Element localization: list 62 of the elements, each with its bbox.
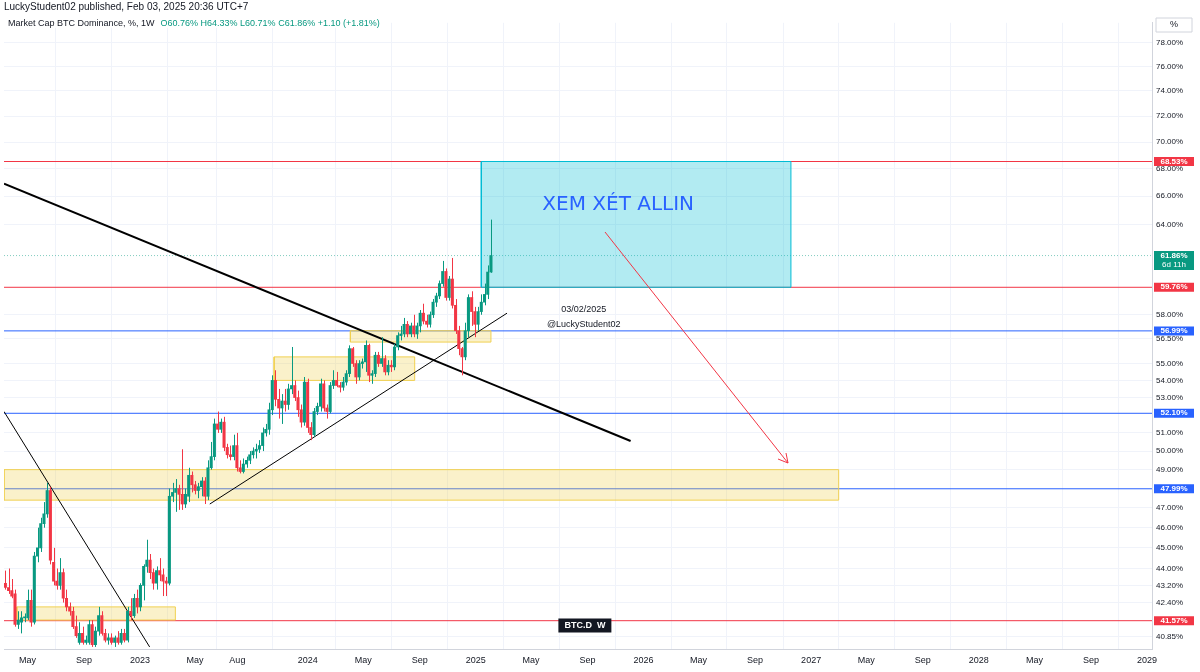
y-tick-label: 54.00% (1156, 375, 1184, 385)
x-tick-label: Sep (75, 655, 92, 666)
annotation: 03/02/2025 (561, 304, 607, 315)
y-tick-label: 40.85% (1156, 631, 1184, 641)
x-tick-label: Sep (579, 655, 596, 666)
ref-line-label: 68.53% (1160, 156, 1188, 166)
y-tick-label: 49.00% (1156, 464, 1184, 474)
ref-line-label: 59.76% (1160, 282, 1188, 292)
text: LuckyStudent02 published, Feb 03, 2025 20:36 UTC+7 (3, 0, 250, 14)
x-tick-label: 2024 (297, 655, 318, 666)
x-tick-label: May (857, 655, 876, 666)
chart-title: Market Cap BTC Dominance, %, 1W (8, 18, 155, 28)
x-tick-label: May (690, 655, 708, 666)
x-tick-label: 2029 (1136, 655, 1157, 666)
y-tick-label: 55.00% (1156, 358, 1184, 368)
y-tick-label: 64.00% (1156, 219, 1184, 229)
candlestick (132, 593, 136, 619)
candlestick (87, 619, 91, 646)
y-tick-label: 43.20% (1156, 580, 1184, 590)
y-tick-label: 45.00% (1156, 543, 1184, 553)
x-tick-label: Sep (914, 655, 931, 666)
ref-line-label: 61.86% (1160, 250, 1188, 260)
y-tick-label: 46.00% (1156, 522, 1184, 532)
y-tick-label: 68.00% (1156, 163, 1184, 173)
text: 6d 11h (1162, 260, 1186, 270)
y-tick-label: 56.50% (1156, 334, 1184, 344)
x-tick-label: 2028 (968, 655, 989, 666)
x-tick-label: May (18, 655, 37, 666)
x-tick-label: Sep (411, 655, 428, 666)
y-tick-label: 74.00% (1156, 86, 1184, 96)
x-tick-label: May (1025, 655, 1044, 666)
x-tick-label: Aug (229, 655, 246, 666)
x-tick-label: 2023 (129, 655, 150, 666)
ref-line-label: 47.99% (1160, 483, 1188, 493)
y-tick-label: 42.40% (1156, 597, 1184, 607)
ref-line-label: 56.99% (1160, 326, 1188, 336)
annotation: XEM XÉT ALLIN (542, 190, 695, 215)
ref-line-label: 52.10% (1160, 408, 1188, 418)
y-tick-label: 47.00% (1156, 503, 1184, 513)
x-tick-label: May (354, 655, 373, 666)
y-tick-label: 51.00% (1156, 428, 1184, 438)
x-tick-label: May (186, 655, 205, 666)
x-tick-label: 2027 (801, 655, 822, 666)
x-tick-label: Sep (747, 655, 764, 666)
y-axis-title: % (1169, 19, 1179, 30)
y-tick-label: 50.00% (1156, 446, 1184, 456)
y-tick-label: 66.00% (1156, 191, 1184, 201)
y-tick-label: 78.00% (1156, 37, 1184, 47)
x-tick-label: Sep (1082, 655, 1099, 666)
x-tick-label: May (522, 655, 540, 666)
y-tick-label: 70.00% (1156, 137, 1184, 147)
x-tick-label: 2026 (633, 655, 654, 666)
y-tick-label: 58.00% (1156, 309, 1184, 319)
ref-line-label: 41.57% (1160, 615, 1188, 625)
y-tick-label: 76.00% (1156, 61, 1184, 71)
annotation: @LuckyStudent02 (546, 318, 621, 329)
y-tick-label: 72.00% (1156, 111, 1184, 121)
chart-subtitle: O60.76% H64.33% L60.71% C61.86% +1.10 (+1.81%) (160, 18, 380, 28)
x-tick-label: 2025 (465, 655, 486, 666)
annotation: BTC.D W (564, 619, 606, 630)
y-tick-label: 44.00% (1156, 563, 1184, 573)
y-tick-label: 53.00% (1156, 392, 1184, 402)
